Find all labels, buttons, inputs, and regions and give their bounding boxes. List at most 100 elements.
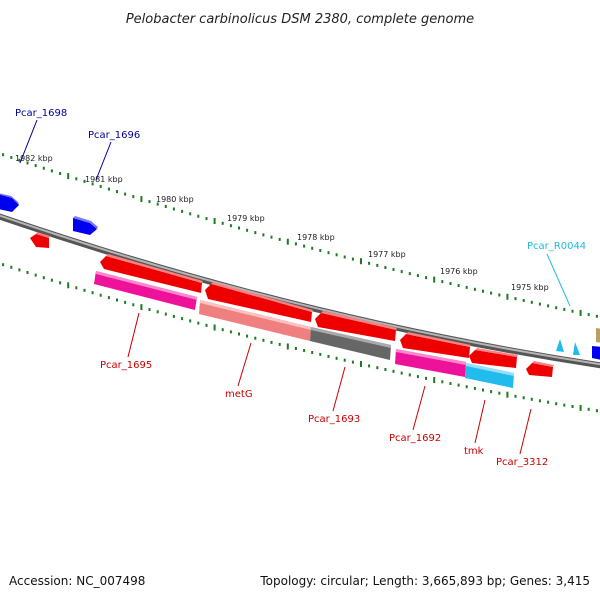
gene-label-pcar-1695[interactable]: Pcar_1695 bbox=[100, 360, 152, 371]
outer-tick-minor bbox=[408, 272, 411, 276]
inner-tick-minor bbox=[132, 303, 135, 307]
inner-tick-minor bbox=[26, 271, 29, 274]
outer-tick-minor bbox=[278, 237, 281, 241]
outer-tick-minor bbox=[107, 187, 110, 191]
inner-tick-minor bbox=[205, 323, 208, 327]
outer-tick-minor bbox=[262, 233, 265, 237]
outer-tick-minor bbox=[522, 299, 525, 302]
inner-tick-minor bbox=[457, 383, 460, 387]
inner-tick-minor bbox=[416, 375, 419, 379]
outer-tick-minor bbox=[205, 217, 208, 221]
outer-tick-minor bbox=[10, 156, 13, 159]
gene-label-pcar-3312[interactable]: Pcar_3312 bbox=[496, 457, 548, 468]
outer-tick-major bbox=[579, 309, 582, 316]
outer-tick-minor bbox=[294, 242, 297, 246]
gene-feature-pcar-r0044-b[interactable] bbox=[573, 342, 580, 355]
inner-tick-minor bbox=[164, 312, 167, 316]
outer-tick-minor bbox=[34, 164, 37, 168]
outer-tick-minor bbox=[311, 246, 314, 250]
inner-tick-minor bbox=[311, 351, 314, 354]
kbp-label-1977: 1977 kbp bbox=[368, 250, 406, 259]
outer-tick-minor bbox=[319, 249, 322, 252]
outer-tick-minor bbox=[449, 282, 452, 285]
gene-feature-tmk[interactable] bbox=[465, 363, 514, 388]
kbp-label-1980: 1980 kbp bbox=[156, 195, 194, 204]
inner-tick-minor bbox=[91, 291, 94, 295]
leader-pcar-1693 bbox=[332, 366, 346, 412]
outer-tick-minor bbox=[2, 153, 5, 157]
gene-feature-pcar-r0044-a[interactable] bbox=[556, 339, 564, 352]
inner-tick-minor bbox=[270, 340, 273, 344]
gene-label-tmk[interactable]: tmk bbox=[464, 446, 484, 457]
outer-tick-minor bbox=[465, 285, 468, 289]
outer-tick-minor bbox=[132, 195, 135, 199]
outer-tick-major bbox=[67, 173, 70, 180]
outer-tick-minor bbox=[538, 302, 541, 306]
inner-tick-minor bbox=[555, 402, 558, 406]
inner-tick-minor bbox=[595, 409, 598, 413]
inner-tick-minor bbox=[530, 397, 533, 401]
kbp-label-1979: 1979 kbp bbox=[227, 214, 265, 223]
inner-tick-minor bbox=[571, 405, 574, 408]
leader-pcar-1696 bbox=[95, 141, 112, 181]
gene-feature-olive[interactable] bbox=[596, 328, 600, 343]
gene-label-pcar-r0044[interactable]: Pcar_R0044 bbox=[527, 241, 586, 252]
inner-tick-minor bbox=[465, 385, 468, 389]
outer-tick-minor bbox=[229, 224, 232, 228]
inner-tick-major bbox=[506, 391, 509, 398]
outer-tick-minor bbox=[156, 202, 159, 206]
inner-tick-minor bbox=[221, 328, 224, 332]
inner-tick-minor bbox=[278, 342, 281, 346]
inner-tick-minor bbox=[351, 360, 354, 364]
gene-label-metg[interactable]: metG bbox=[225, 389, 253, 400]
kbp-label-1975: 1975 kbp bbox=[511, 283, 549, 292]
inner-tick-minor bbox=[197, 321, 200, 325]
outer-tick-minor bbox=[189, 212, 192, 216]
inner-tick-minor bbox=[400, 371, 403, 375]
inner-tick-major bbox=[67, 282, 70, 289]
inner-tick-major bbox=[433, 377, 436, 384]
inner-tick-minor bbox=[514, 394, 517, 398]
gene-feature-tmk-red[interactable] bbox=[469, 348, 518, 368]
gene-label-pcar-1692[interactable]: Pcar_1692 bbox=[389, 433, 441, 444]
gene-feature-pcar-1696[interactable] bbox=[73, 216, 98, 235]
inner-tick-minor bbox=[172, 314, 175, 318]
gene-label-pcar-1698[interactable]: Pcar_1698 bbox=[15, 108, 67, 119]
outer-tick-major bbox=[433, 276, 436, 283]
leader-pcar-1698 bbox=[19, 119, 38, 164]
gene-label-pcar-1693[interactable]: Pcar_1693 bbox=[308, 414, 360, 425]
outer-tick-minor bbox=[26, 161, 29, 165]
gene-feature-pcar-1695-red[interactable] bbox=[100, 254, 203, 293]
gene-feature-pcar-3312[interactable] bbox=[526, 361, 554, 377]
inner-tick-minor bbox=[116, 298, 118, 302]
gene-feature-metg-red[interactable] bbox=[205, 282, 313, 322]
outer-tick-minor bbox=[83, 179, 86, 183]
gene-feature-pcar-1692[interactable] bbox=[395, 349, 466, 377]
outer-tick-minor bbox=[514, 297, 517, 301]
gene-feature-small-red-outer[interactable] bbox=[30, 232, 50, 248]
outer-tick-minor bbox=[416, 274, 419, 278]
outer-tick-minor bbox=[246, 228, 249, 232]
outer-tick-minor bbox=[75, 177, 78, 181]
outer-tick-minor bbox=[335, 253, 338, 257]
gene-label-pcar-1696[interactable]: Pcar_1696 bbox=[88, 130, 140, 141]
gene-feature-pcar-1693-red[interactable] bbox=[315, 311, 397, 341]
gene-feature-pcar-1693[interactable] bbox=[310, 327, 391, 360]
inner-tick-minor bbox=[490, 390, 493, 394]
gene-feature-pcar-1695[interactable] bbox=[94, 271, 197, 310]
gene-feature-pcar-1698[interactable] bbox=[0, 193, 19, 212]
outer-tick-minor bbox=[400, 270, 403, 274]
inner-tick-minor bbox=[59, 281, 62, 285]
inner-tick-major bbox=[360, 361, 362, 367]
inner-tick-minor bbox=[335, 356, 338, 360]
outer-tick-minor bbox=[376, 263, 379, 267]
gene-feature-metg[interactable] bbox=[199, 300, 311, 341]
gene-feature-blue-edge[interactable] bbox=[592, 346, 600, 360]
outer-tick-minor bbox=[124, 192, 127, 196]
inner-tick-minor bbox=[18, 268, 21, 272]
inner-tick-minor bbox=[83, 288, 86, 292]
leader-tmk bbox=[474, 399, 486, 444]
gene-feature-pcar-1692-red[interactable] bbox=[400, 332, 471, 358]
outer-tick-minor bbox=[343, 255, 346, 259]
inner-tick-minor bbox=[303, 349, 306, 352]
